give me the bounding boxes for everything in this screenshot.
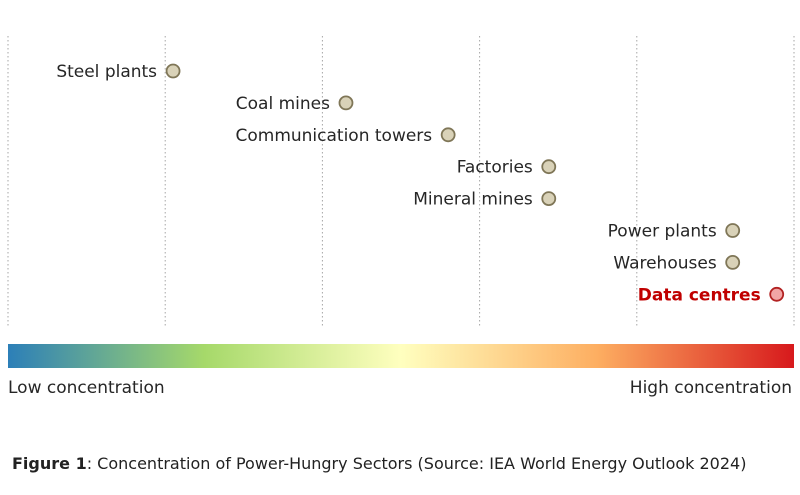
data-point-marker xyxy=(165,63,181,79)
figure-number: Figure 1 xyxy=(12,454,87,473)
concentration-gradient-bar xyxy=(8,344,794,368)
low-concentration-label: Low concentration xyxy=(8,378,165,398)
data-point-marker xyxy=(338,95,354,111)
data-point-marker xyxy=(725,254,741,270)
data-point-marker xyxy=(725,223,741,238)
figure-caption: Figure 1: Concentration of Power-Hungry … xyxy=(12,454,746,473)
data-point-label: Coal mines xyxy=(236,94,330,114)
data-point-marker xyxy=(440,127,456,143)
data-point-label: Steel plants xyxy=(56,62,157,82)
data-point-label: Factories xyxy=(457,158,533,178)
figure-caption-text: : Concentration of Power-Hungry Sectors … xyxy=(86,454,747,473)
data-point-label: Communication towers xyxy=(235,126,432,146)
data-point-label: Power plants xyxy=(608,222,717,242)
data-points: Steel plants Coal mines Communication towe… xyxy=(56,62,785,305)
data-point-marker xyxy=(541,191,557,207)
data-point-marker xyxy=(541,159,557,175)
grid-lines xyxy=(7,36,795,326)
concentration-chart: Steel plants Coal mines Communication towe… xyxy=(7,36,795,398)
high-concentration-label: High concentration xyxy=(630,378,792,398)
data-point-label: Warehouses xyxy=(613,253,716,273)
data-point-label: Mineral mines xyxy=(413,190,533,210)
data-point-marker xyxy=(769,286,785,302)
data-point-label: Data centres xyxy=(638,285,761,305)
